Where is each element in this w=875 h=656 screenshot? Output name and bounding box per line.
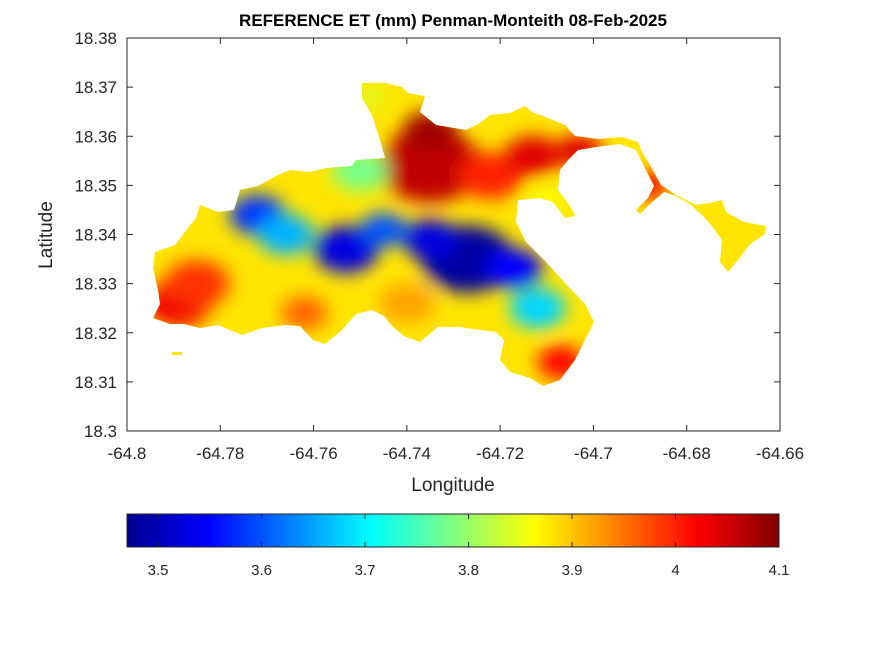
- x-tick-label: -64.8: [108, 444, 147, 463]
- y-tick-label: 18.3: [84, 422, 117, 441]
- heatmap-blob: [280, 296, 328, 330]
- y-tick-label: 18.31: [74, 373, 117, 392]
- chart-title: REFERENCE ET (mm) Penman-Monteith 08-Feb…: [239, 11, 667, 30]
- colorbar-tick-label: 4: [671, 562, 679, 579]
- heatmap-blob: [257, 214, 314, 255]
- colorbar-tick-label: 3.9: [562, 562, 583, 579]
- colorbar: [126, 513, 780, 548]
- x-tick-label: -64.74: [383, 444, 431, 463]
- x-tick-label: -64.66: [756, 444, 804, 463]
- x-axis-label: Longitude: [411, 475, 494, 496]
- y-axis-ticks: 18.3 18.31 18.32 18.33 18.34 18.35 18.36 18.37 1…: [74, 29, 780, 441]
- y-tick-label: 18.32: [74, 324, 117, 343]
- x-tick-label: -64.76: [289, 444, 337, 463]
- heatmap-blob: [486, 248, 543, 290]
- x-tick-label: -64.7: [574, 444, 613, 463]
- heatmap-blob: [402, 219, 459, 260]
- x-tick-label: -64.68: [663, 444, 711, 463]
- heatmap-blob: [378, 128, 482, 203]
- x-axis-ticks: -64.8 -64.78 -64.76 -64.74 -64.72 -64.7 -64.68…: [108, 38, 804, 463]
- colorbar-tick-label: 3.7: [355, 562, 376, 579]
- y-tick-label: 18.36: [74, 127, 117, 146]
- y-tick-label: 18.35: [74, 176, 117, 195]
- heatmap-blob: [313, 225, 379, 273]
- x-tick-label: -64.72: [476, 444, 524, 463]
- colorbar-ticks: 3.5 3.6 3.7 3.8 3.9 4 4.1: [148, 514, 790, 579]
- heatmap-blob: [378, 283, 435, 324]
- heatmap-blob: [164, 260, 230, 308]
- x-tick-label: -64.78: [196, 444, 244, 463]
- y-tick-label: 18.37: [74, 78, 117, 97]
- heatmap-blob: [360, 212, 407, 247]
- heatmap-blob: [509, 288, 566, 329]
- colorbar-tick-label: 3.8: [458, 562, 479, 579]
- colorbar-tick-label: 3.5: [148, 562, 169, 579]
- y-tick-label: 18.38: [74, 29, 117, 48]
- y-tick-label: 18.34: [74, 226, 117, 245]
- heatmap-blob: [504, 135, 561, 177]
- y-axis-label: Latitude: [36, 201, 57, 269]
- y-tick-label: 18.33: [74, 275, 117, 294]
- colorbar-tick-label: 3.6: [251, 562, 272, 579]
- colorbar-tick-label: 4.1: [769, 562, 790, 579]
